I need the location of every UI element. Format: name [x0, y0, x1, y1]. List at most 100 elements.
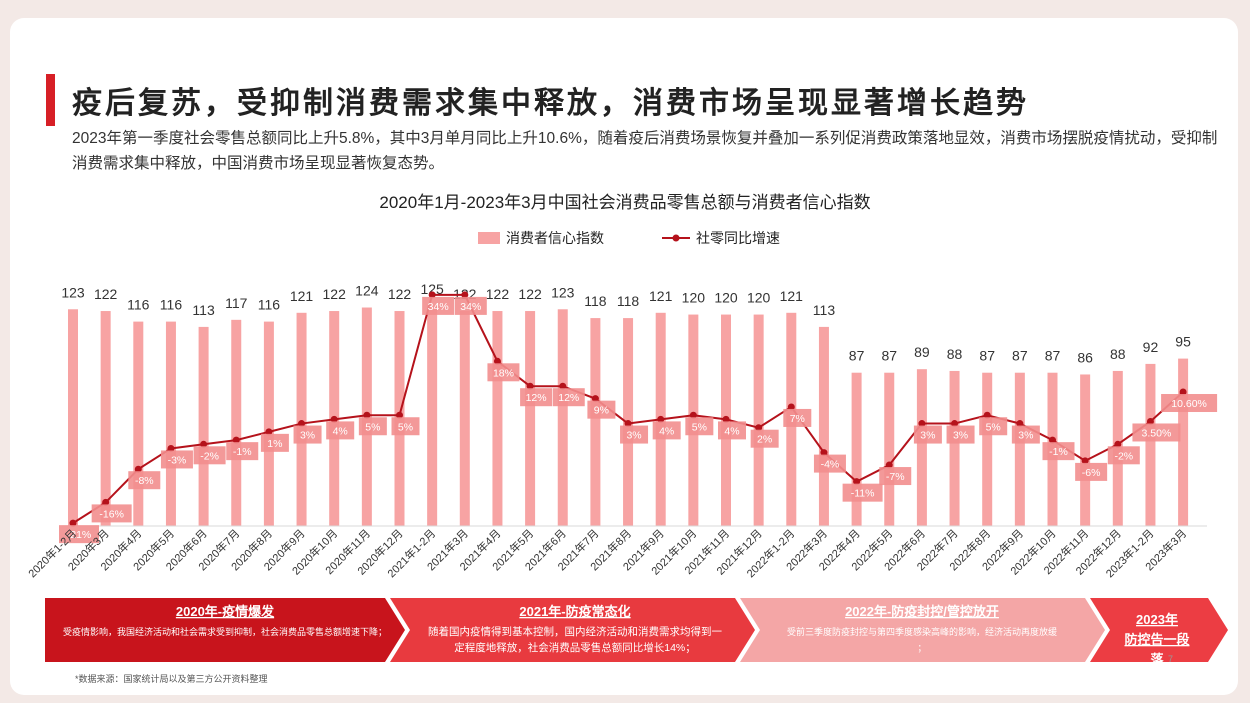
line-label-box — [1011, 425, 1040, 444]
timeline-banner: 2020年-疫情爆发受疫情影响，我国经济活动和社会需求受到抑制，社会消费品零售总… — [45, 598, 1228, 667]
bar — [982, 372, 993, 526]
line-label-text: 2% — [757, 434, 772, 446]
line-label-box — [487, 363, 520, 382]
timeline-title: 落 — [1150, 652, 1164, 667]
line-label-text: 9% — [594, 405, 609, 417]
timeline-segment: 2022年-防疫封控/管控放开受前三季度防疫封控与第四季度感染高峰的影响，经济活… — [740, 598, 1105, 662]
line-label-box — [913, 425, 942, 444]
line-point — [657, 415, 665, 423]
line-label-text: 18% — [493, 367, 514, 379]
line-point — [493, 357, 501, 365]
chart-legend: 消费者信心指数 社零同比增速 — [478, 230, 780, 246]
line-label-box — [783, 408, 812, 427]
line-value-label: 3% — [913, 425, 942, 444]
line-point — [1016, 420, 1024, 428]
line-label-text: 12% — [526, 392, 547, 404]
bar-value-label: 125 — [420, 281, 444, 297]
page-subtitle: 2023年第一季度社会零售总额同比上升5.8%，其中3月单月同比上升10.6%，… — [72, 130, 1218, 172]
line-value-label: 12% — [552, 388, 585, 407]
bar — [1145, 363, 1156, 526]
line-label-text: 5% — [986, 421, 1001, 433]
line-point — [526, 382, 534, 390]
bar — [851, 372, 862, 526]
line-value-label: -8% — [128, 471, 161, 490]
line-label-box — [193, 446, 226, 465]
line-point — [983, 411, 991, 419]
bar-value-label: 123 — [61, 284, 85, 300]
line-label-box — [750, 429, 779, 448]
bar — [1014, 372, 1025, 526]
bar-value-label: 87 — [881, 348, 897, 364]
line-value-label: 3% — [620, 425, 649, 444]
bar — [231, 319, 242, 526]
bar-value-label: 113 — [192, 302, 215, 318]
line-value-label: 3% — [293, 425, 322, 444]
line-point — [396, 411, 403, 419]
legend-swatch-bar — [478, 232, 500, 244]
bar-value-label: 121 — [290, 288, 314, 304]
line-point — [722, 415, 730, 423]
line-label-text: 34% — [460, 301, 481, 313]
bar-value-label: 87 — [1045, 348, 1061, 364]
line-point — [298, 420, 306, 428]
line-label-box — [979, 417, 1008, 436]
line-label-text: -16% — [99, 508, 124, 520]
line-value-label: 5% — [979, 417, 1008, 436]
line-label-box — [718, 421, 746, 440]
data-source-note: *数据来源：国家统计局以及第三方公开资料整理 — [75, 674, 268, 684]
line-value-label: 10.60% — [1161, 394, 1218, 413]
legend-label-bar: 消费者信心指数 — [506, 230, 604, 246]
line-label-box — [422, 296, 455, 315]
line-point — [1146, 417, 1154, 425]
bar-value-label: 92 — [1143, 339, 1159, 355]
line-label-text: 1% — [267, 438, 282, 450]
line-point — [951, 420, 959, 428]
line-label-text: -2% — [1114, 450, 1133, 462]
line-point — [1081, 457, 1089, 465]
line-point — [265, 428, 273, 436]
x-tick-label: 2020年1-2月 — [25, 526, 79, 580]
bar-value-label: 87 — [979, 348, 995, 364]
timeline-text: 随着国内疫情得到基本控制，国内经济活动和消费需求均得到一 — [428, 625, 722, 638]
line-label-text: -2% — [200, 450, 219, 462]
line-label-box — [879, 467, 912, 486]
line-label-box — [1161, 394, 1218, 413]
line-label-box — [587, 400, 616, 419]
line-label-box — [1042, 442, 1075, 461]
line-value-label: -11% — [842, 483, 883, 502]
x-tick-labels: 2020年1-2月2020年3月2020年4月2020年5月2020年6月202… — [25, 526, 1189, 580]
bar — [1080, 374, 1091, 526]
line-value-label: 5% — [685, 417, 714, 436]
line-label-box — [293, 425, 322, 444]
line-value-label: -2% — [1107, 446, 1140, 465]
bar-value-label: 122 — [94, 286, 118, 302]
line-value-label: -6% — [1075, 462, 1108, 481]
line-label-text: -7% — [886, 471, 905, 483]
line-point — [1114, 440, 1122, 448]
timeline-title: 防控告一段 — [1124, 632, 1189, 647]
bar-value-label: 124 — [355, 283, 379, 299]
line-label-text: 4% — [333, 425, 348, 437]
bar-value-label: 121 — [649, 288, 673, 304]
line-value-label: -16% — [91, 504, 132, 523]
line-value-label: 18% — [487, 363, 520, 382]
line-value-label: 4% — [718, 421, 746, 440]
bar — [68, 309, 78, 526]
line-label-box — [685, 417, 714, 436]
line-label-box — [358, 417, 387, 436]
line-point — [1179, 388, 1187, 396]
line-label-box — [520, 388, 553, 407]
line-label-text: 3% — [920, 430, 935, 442]
line-point — [167, 444, 175, 452]
line-point — [200, 440, 208, 448]
line-label-text: 3% — [626, 430, 641, 442]
bar — [525, 311, 536, 526]
line-point — [624, 420, 632, 428]
bar — [884, 372, 895, 526]
line-label-text: 5% — [365, 421, 380, 433]
line-value-label: -2% — [193, 446, 226, 465]
line-value-label: -21% — [59, 525, 99, 544]
line-point — [134, 465, 142, 473]
line-point — [853, 478, 861, 486]
